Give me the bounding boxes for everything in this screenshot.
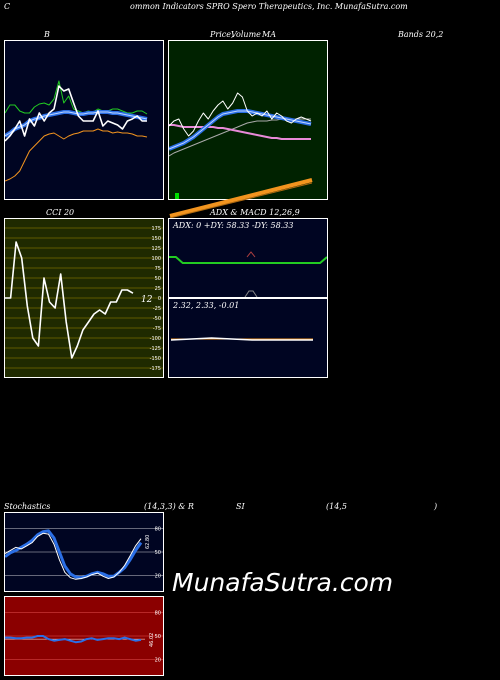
rsi-panel: 80 50 20 46.02 (4, 596, 164, 676)
bands-title: Bands 20,2 (398, 30, 444, 39)
rsi-chart: 80 50 20 46.02 (5, 611, 163, 663)
stoch-title-d: (14,5 (326, 502, 347, 511)
price-chart (169, 92, 312, 199)
stoch-tick-label: 20 (155, 573, 161, 579)
stoch-k-line (5, 532, 142, 580)
cci-tick-label: -100 (150, 336, 161, 342)
cci-chart: 175 150 125 100 75 50 25 0 -25 -50 -75 -100 -125 -150… (5, 226, 163, 372)
cci-value: 12 (141, 295, 153, 305)
stoch-value-label: 62.80 (145, 535, 151, 549)
volume-ma-line (169, 178, 313, 218)
macd-panel: 2.32, 2.33, -0.01 (168, 298, 328, 378)
adx-panel: ADX: 0 +DY: 58.33 -DY: 58.33 (168, 218, 328, 298)
cci-tick-label: 75 (155, 266, 161, 272)
cci-tick-label: 100 (151, 256, 161, 262)
price-title-b: Volume (231, 30, 261, 39)
cci-panel: 175 150 125 100 75 50 25 0 -25 -50 -75 -100 -125 -150… (4, 218, 164, 378)
stoch-title-c: SI (236, 502, 245, 511)
bollinger-title: B (44, 30, 50, 39)
header-c: C (4, 2, 11, 11)
cci-tick-label: -50 (153, 316, 161, 322)
rsi-tick-label: 50 (155, 634, 161, 640)
ma-mid-line (169, 124, 311, 140)
cci-tick-label: 175 (151, 226, 161, 232)
watermark: MunafaSutra.com (172, 568, 394, 597)
cci-tick-label: 50 (155, 276, 161, 282)
lower-band-line (5, 128, 148, 182)
close-price-line (169, 92, 312, 137)
rsi-line (5, 635, 142, 644)
stochastics-panel: 80 50 20 62.80 (4, 512, 164, 592)
stoch-title-b: (14,3,3) & R (144, 502, 194, 511)
adx-line (169, 256, 327, 264)
adx-readout: ADX: 0 +DY: 58.33 -DY: 58.33 (173, 221, 294, 230)
cci-tick-label: -125 (150, 346, 161, 352)
rsi-tick-label: 80 (155, 611, 161, 617)
cci-tick-label: -175 (150, 366, 161, 372)
macd-chart (170, 337, 313, 341)
price-title-a: Price, (210, 30, 234, 39)
page-title: ommon Indicators SPRO Spero Therapeutics… (130, 2, 408, 11)
ma-short-line (169, 109, 312, 151)
plus-dy-marker (246, 251, 256, 258)
ma-short-highlight (169, 110, 312, 150)
price-line (5, 85, 147, 142)
cci-tick-label: 150 (151, 236, 161, 242)
stochastics-chart: 80 50 20 62.80 (5, 527, 163, 580)
cci-tick-label: 125 (151, 246, 161, 252)
cci-tick-label: -150 (150, 356, 161, 362)
cci-line (5, 241, 134, 359)
stoch-tick-label: 80 (155, 527, 161, 533)
stoch-title-e: ) (434, 502, 438, 511)
adx-macd-title: ADX & MACD 12,26,9 (210, 208, 300, 217)
bollinger-panel (4, 40, 164, 200)
bollinger-chart (5, 80, 148, 182)
stoch-tick-label: 50 (155, 550, 161, 556)
volume-ma-overlay (169, 178, 313, 219)
cci-tick-label: -75 (153, 326, 161, 332)
price-title-c: MA (262, 30, 276, 39)
macd-line (170, 337, 313, 341)
price-panel (168, 40, 328, 200)
cci-tick-label: 0 (158, 296, 161, 302)
volume-bar (175, 193, 179, 199)
volume-ma-line-2 (169, 182, 313, 219)
cci-tick-label: -25 (153, 306, 161, 312)
rsi-tick-label: 20 (155, 657, 161, 663)
cci-tick-label: 25 (155, 286, 161, 292)
stoch-title-a: Stochastics (4, 502, 51, 511)
rsi-value-label: 46.02 (149, 633, 155, 647)
minus-dy-marker (244, 290, 258, 297)
cci-title: CCI 20 (46, 208, 75, 217)
macd-readout: 2.32, 2.33, -0.01 (173, 301, 240, 310)
adx-chart (169, 251, 327, 297)
